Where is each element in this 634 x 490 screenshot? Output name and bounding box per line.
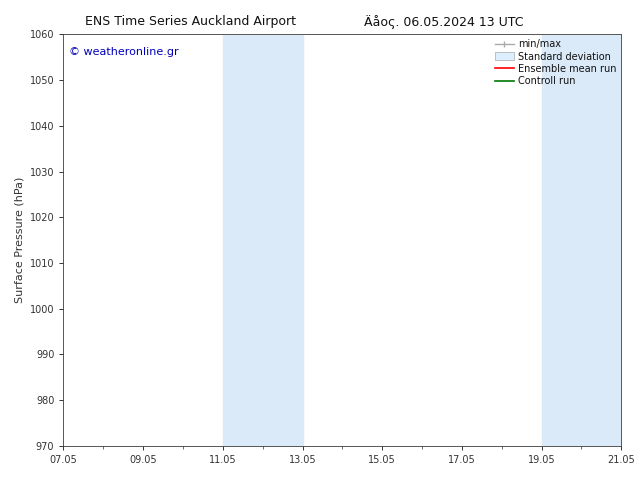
Bar [541,34,621,446]
Legend: min/max, Standard deviation, Ensemble mean run, Controll run: min/max, Standard deviation, Ensemble me… [493,37,618,88]
Text: ENS Time Series Auckland Airport: ENS Time Series Auckland Airport [85,15,295,28]
Y-axis label: Surface Pressure (hPa): Surface Pressure (hPa) [14,177,24,303]
Text: © weatheronline.gr: © weatheronline.gr [69,47,179,57]
Text: Äåος. 06.05.2024 13 UTC: Äåος. 06.05.2024 13 UTC [364,15,524,29]
Bar [223,34,302,446]
